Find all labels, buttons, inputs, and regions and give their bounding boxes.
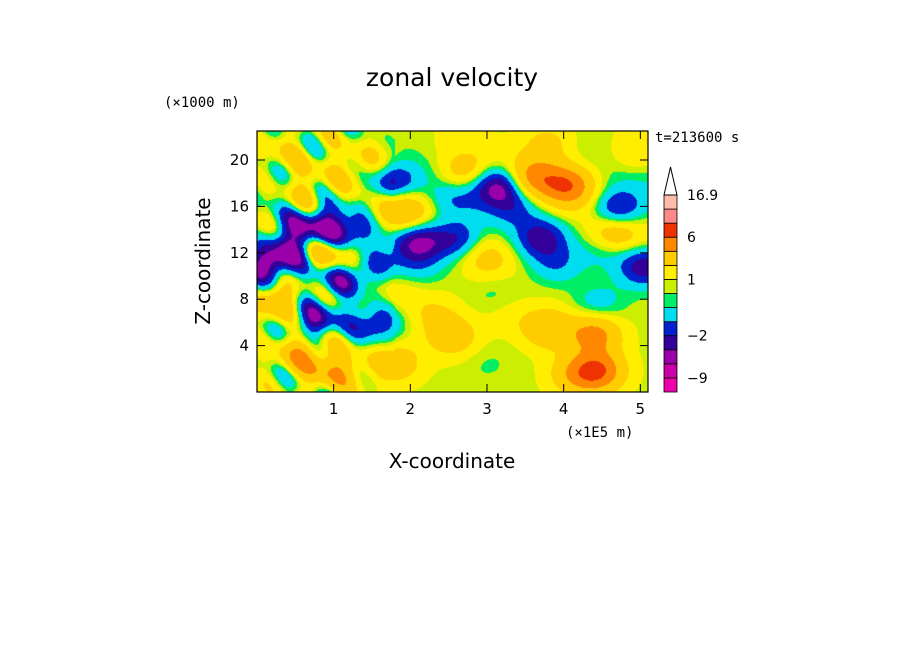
colorbar: 16.9 6 1 −2 −9: [663, 166, 718, 393]
colorbar-swatch: [663, 363, 678, 379]
y-tick-label: 20: [230, 151, 249, 169]
colorbar-swatch: [663, 335, 678, 351]
time-label: t=213600 s: [655, 130, 739, 146]
x-tick-label: 3: [482, 400, 492, 418]
colorbar-swatch: [663, 321, 678, 337]
y-tick-label: 4: [239, 337, 249, 355]
y-axis-title: Z-coordinate: [191, 197, 215, 324]
colorbar-swatch: [663, 236, 678, 252]
y-tick-label: 12: [230, 244, 249, 262]
colorbar-label: 16.9: [687, 188, 718, 204]
colorbar-swatch: [663, 377, 678, 393]
x-tick-label: 2: [406, 400, 416, 418]
colorbar-swatch: [663, 307, 678, 323]
colorbar-label: 6: [687, 230, 696, 246]
colorbar-extend-arrow: [663, 166, 678, 196]
colorbar-label: −9: [687, 371, 708, 387]
colorbar-swatch: [663, 222, 678, 238]
plot-area: [256, 130, 649, 393]
colorbar-swatch: [663, 194, 678, 210]
x-tick-label: 5: [636, 400, 646, 418]
x-tick-label: 4: [559, 400, 569, 418]
colorbar-swatch: [663, 279, 678, 294]
x-axis-title: X-coordinate: [389, 449, 516, 473]
x-unit-label: (×1E5 m): [566, 425, 633, 441]
y-tick-label: 8: [239, 290, 249, 308]
plot-frame: [256, 130, 649, 393]
y-axis: 4 8 12 16 20: [230, 151, 648, 355]
colorbar-label: −2: [687, 329, 708, 345]
colorbar-swatch: [663, 349, 678, 365]
colorbar-swatch: [663, 264, 678, 280]
colorbar-label: 1: [687, 272, 696, 288]
x-axis: 1 2 3 4 5: [329, 131, 645, 418]
y-tick-label: 16: [230, 197, 249, 215]
y-unit-label: (×1000 m): [164, 95, 240, 111]
velocity-field: [257, 131, 648, 392]
colorbar-swatch: [663, 250, 678, 266]
x-tick-label: 1: [329, 400, 339, 418]
chart-title: zonal velocity: [366, 63, 538, 92]
colorbar-swatch: [663, 293, 678, 308]
colorbar-swatch: [663, 208, 678, 224]
